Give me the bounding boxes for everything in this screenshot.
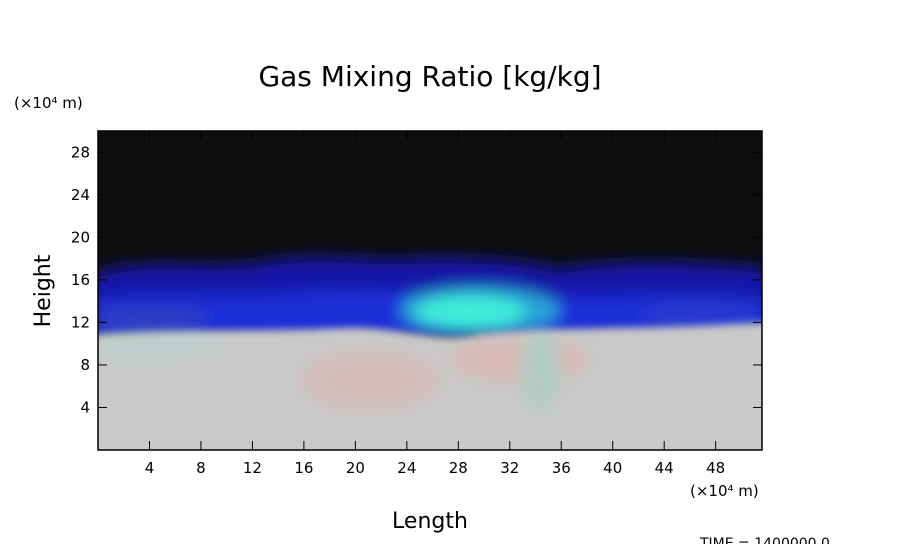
x-tick-label: 48 xyxy=(706,459,725,477)
chart-title: Gas Mixing Ratio [kg/kg] xyxy=(258,60,601,93)
y-unit: (×10⁴ m) xyxy=(14,94,83,112)
y-tick-label: 28 xyxy=(71,143,90,161)
x-tick-label: 44 xyxy=(655,459,674,477)
x-tick-label: 20 xyxy=(346,459,365,477)
x-tick-label: 32 xyxy=(500,459,519,477)
plot-frame xyxy=(97,130,763,451)
x-unit: (×10⁴ m) xyxy=(690,482,759,500)
field-image xyxy=(98,131,762,450)
x-axis-label: Length xyxy=(392,509,468,534)
y-tick-label: 12 xyxy=(71,313,90,331)
x-tick-label: 16 xyxy=(294,459,313,477)
y-tick-label: 16 xyxy=(71,271,90,289)
time-label: TIME = 1400000.0 xyxy=(699,536,830,544)
y-tick-label: 4 xyxy=(80,398,90,416)
x-tick-label: 4 xyxy=(145,459,155,477)
x-tick-label: 40 xyxy=(603,459,622,477)
y-tick-label: 20 xyxy=(71,228,90,246)
x-tick-label: 12 xyxy=(243,459,262,477)
y-tick-label: 24 xyxy=(71,186,90,204)
x-tick-label: 36 xyxy=(552,459,571,477)
x-tick-label: 8 xyxy=(196,459,206,477)
y-axis-label: Height xyxy=(31,254,56,327)
x-tick-label: 24 xyxy=(397,459,416,477)
y-tick-label: 8 xyxy=(80,356,90,374)
x-tick-label: 28 xyxy=(449,459,468,477)
